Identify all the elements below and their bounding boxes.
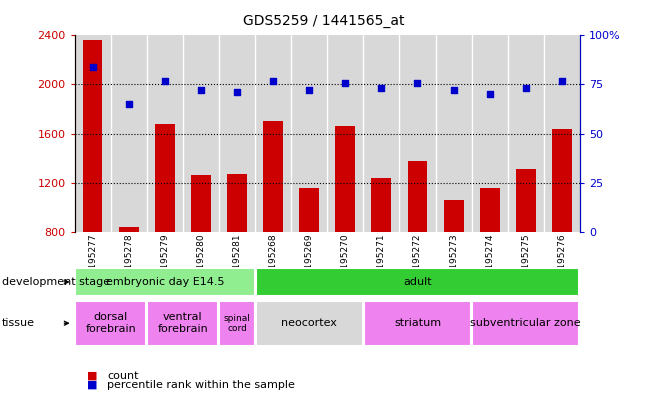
Bar — [263, 121, 283, 232]
Bar — [83, 40, 102, 232]
Bar — [364, 301, 471, 346]
Point — [557, 77, 567, 84]
Bar — [552, 129, 572, 232]
Bar — [227, 174, 247, 232]
Text: dorsal
forebrain: dorsal forebrain — [86, 312, 136, 334]
Point — [412, 79, 422, 86]
Text: striatum: striatum — [394, 318, 441, 328]
Bar — [336, 126, 355, 232]
Point — [485, 91, 495, 97]
Bar — [480, 187, 500, 232]
Bar — [299, 187, 319, 232]
Point — [520, 85, 531, 92]
Bar — [472, 301, 579, 346]
Point — [124, 101, 134, 107]
Text: embryonic day E14.5: embryonic day E14.5 — [106, 277, 224, 287]
Text: subventricular zone: subventricular zone — [470, 318, 581, 328]
Text: adult: adult — [403, 277, 432, 287]
Bar — [119, 227, 139, 232]
Text: spinal
cord: spinal cord — [224, 314, 250, 333]
Text: development stage: development stage — [2, 277, 110, 287]
Text: ■: ■ — [87, 380, 98, 390]
Point — [159, 77, 170, 84]
Point — [304, 87, 314, 94]
Bar — [444, 200, 463, 232]
Bar — [75, 301, 146, 346]
Point — [196, 87, 206, 94]
Text: ventral
forebrain: ventral forebrain — [157, 312, 208, 334]
Bar — [75, 268, 255, 296]
Point — [340, 79, 351, 86]
Bar — [516, 169, 536, 232]
Text: tissue: tissue — [2, 318, 35, 328]
Point — [448, 87, 459, 94]
Bar — [191, 175, 211, 232]
Bar — [220, 301, 255, 346]
Bar — [155, 124, 175, 232]
Bar — [147, 301, 218, 346]
Text: ■: ■ — [87, 371, 98, 381]
Bar — [255, 301, 363, 346]
Text: count: count — [107, 371, 139, 381]
Bar — [371, 178, 391, 232]
Point — [268, 77, 278, 84]
Text: GDS5259 / 1441565_at: GDS5259 / 1441565_at — [243, 14, 405, 28]
Point — [376, 85, 387, 92]
Point — [87, 64, 98, 70]
Text: neocortex: neocortex — [281, 318, 337, 328]
Bar — [255, 268, 579, 296]
Bar — [408, 161, 428, 232]
Point — [232, 89, 242, 95]
Text: percentile rank within the sample: percentile rank within the sample — [107, 380, 295, 390]
